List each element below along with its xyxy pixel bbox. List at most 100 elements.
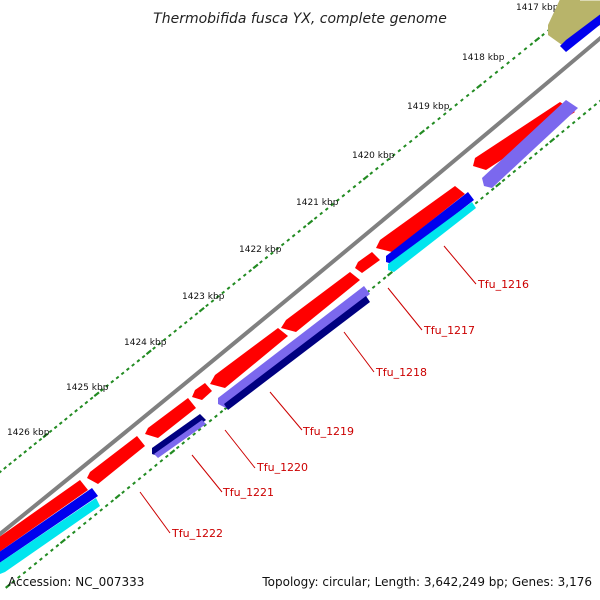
feature-lavender — [482, 100, 578, 188]
gene-label-tfu-1216[interactable]: Tfu_1216 — [477, 278, 529, 291]
minor-tick — [408, 139, 413, 144]
gene-label-tfu-1217[interactable]: Tfu_1217 — [423, 324, 475, 337]
kbp-label: 1421 kbp — [296, 198, 339, 208]
minor-tick — [297, 229, 302, 234]
minor-tick — [99, 508, 104, 512]
genome-summary-text: Topology: circular; Length: 3,642,249 bp… — [261, 575, 592, 589]
minor-tick — [186, 436, 191, 441]
minor-tick — [347, 189, 351, 193]
major-tick — [4, 583, 12, 589]
minor-tick — [159, 459, 164, 463]
minor-tick — [474, 200, 479, 205]
feature-olive — [548, 0, 600, 45]
minor-tick — [162, 337, 167, 342]
kbp-label: 1417 kbp — [516, 3, 559, 13]
minor-tick — [386, 157, 390, 162]
minor-tick — [110, 379, 115, 384]
minor-tick — [183, 320, 188, 325]
kbp-label: 1418 kbp — [462, 53, 505, 63]
kbp-labels: 1417 kbp 1418 kbp 1419 kbp 1420 kbp 1421… — [7, 3, 559, 438]
minor-tick — [286, 238, 291, 242]
minor-tick — [164, 454, 169, 459]
gene-arrow-forward — [376, 186, 465, 252]
minor-tick — [11, 579, 16, 584]
major-tick — [362, 174, 369, 181]
minor-tick — [512, 169, 517, 174]
minor-tick — [63, 417, 68, 421]
minor-tick — [442, 112, 447, 116]
outer-tick-ring — [0, 0, 587, 474]
minor-tick — [125, 367, 130, 371]
accession-text: Accession: NC_007333 — [8, 575, 144, 589]
minor-tick — [79, 404, 84, 409]
minor-tick — [58, 421, 63, 425]
minor-tick — [33, 441, 38, 446]
minor-tick — [242, 273, 247, 277]
minor-tick — [237, 277, 242, 282]
minor-tick — [115, 375, 120, 380]
minor-tick — [69, 413, 73, 417]
minor-tick — [528, 156, 533, 160]
gene-label-tfu-1218[interactable]: Tfu_1218 — [375, 366, 427, 379]
kbp-label: 1419 kbp — [407, 102, 450, 112]
minor-tick — [425, 125, 430, 130]
minor-tick — [226, 286, 231, 290]
kbp-label: 1420 kbp — [352, 151, 395, 161]
genome-backbone — [0, 35, 600, 537]
minor-tick — [539, 147, 544, 152]
gene-arrow-forward — [192, 383, 212, 400]
minor-tick — [131, 363, 135, 367]
minor-tick — [205, 303, 209, 308]
gene-arrow-forward — [145, 398, 196, 438]
minor-tick — [121, 490, 125, 494]
minor-tick — [197, 427, 202, 432]
gene-label-tfu-1219[interactable]: Tfu_1219 — [302, 425, 354, 438]
minor-tick — [50, 548, 54, 552]
minor-tick — [104, 503, 109, 508]
kbp-label: 1423 kbp — [182, 292, 225, 302]
minor-tick — [93, 512, 98, 517]
kbp-label: 1426 kbp — [7, 428, 50, 438]
minor-tick — [141, 354, 146, 359]
minor-tick — [313, 216, 318, 220]
minor-tick — [382, 276, 387, 280]
gene-label-tfu-1221[interactable]: Tfu_1221 — [222, 486, 274, 499]
feature-cyan — [0, 498, 100, 574]
minor-tick — [48, 429, 53, 434]
gene-label-tfu-1222[interactable]: Tfu_1222 — [171, 527, 223, 540]
minor-tick — [181, 441, 186, 445]
gene-labels: Tfu_1216 Tfu_1217 Tfu_1218 Tfu_1219 Tfu_… — [171, 278, 529, 540]
minor-tick — [208, 418, 213, 423]
minor-tick — [561, 129, 565, 134]
minor-tick — [110, 499, 115, 503]
minor-tick — [302, 225, 307, 229]
feature-blue — [386, 192, 474, 264]
minor-tick — [22, 570, 27, 575]
major-tick — [42, 432, 49, 439]
minor-tick — [511, 56, 516, 61]
major-tick — [59, 538, 66, 545]
minor-tick — [39, 557, 43, 561]
minor-tick — [571, 120, 576, 125]
minor-tick — [28, 566, 32, 570]
leader-line — [443, 245, 477, 285]
leader-line — [139, 491, 171, 534]
minor-tick — [136, 359, 141, 363]
gene-arrow-forward — [281, 272, 360, 332]
minor-tick — [534, 151, 538, 156]
minor-tick — [105, 384, 109, 388]
minor-tick — [66, 535, 71, 539]
minor-tick — [219, 410, 224, 414]
minor-tick — [465, 93, 470, 98]
minor-tick — [0, 470, 2, 474]
minor-tick — [132, 481, 136, 485]
feature-blue-top — [560, 14, 600, 52]
minor-tick — [189, 316, 193, 321]
minor-tick — [143, 472, 147, 477]
minor-tick — [167, 333, 172, 338]
gene-label-tfu-1220[interactable]: Tfu_1220 — [256, 461, 308, 474]
leader-line — [343, 331, 375, 373]
major-tick — [114, 493, 121, 500]
minor-tick — [23, 450, 28, 454]
feature-blue — [0, 488, 98, 563]
